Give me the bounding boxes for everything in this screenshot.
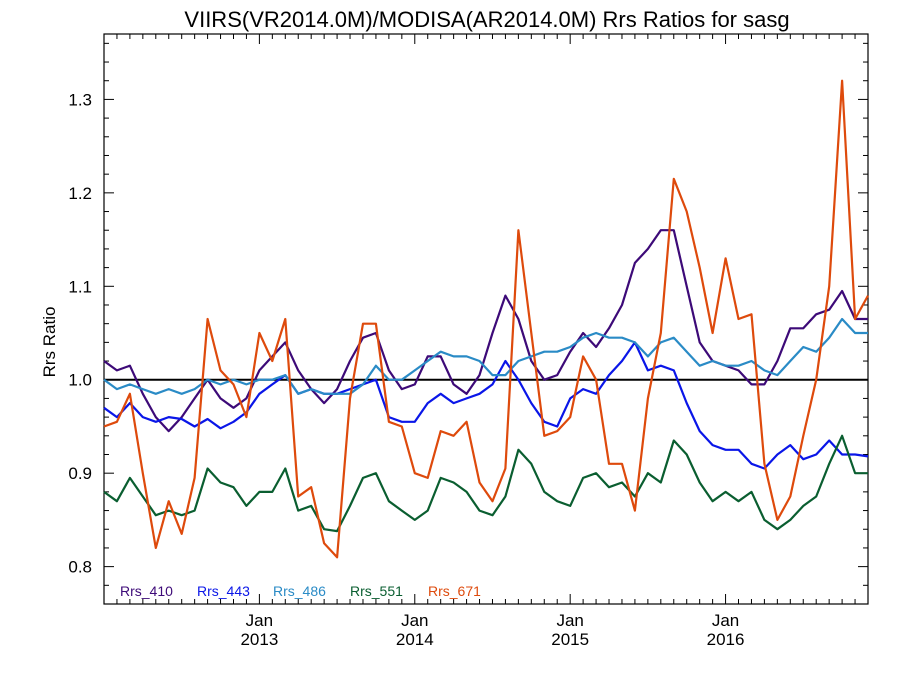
x-tick-label-month: Jan — [712, 611, 739, 630]
y-tick-label: 0.9 — [68, 464, 92, 483]
x-tick-label-month: Jan — [401, 611, 428, 630]
legend-entry-rrs-410: Rrs_410 — [120, 583, 173, 599]
plot-frame — [103, 33, 869, 605]
y-tick-label: 0.8 — [68, 558, 92, 577]
x-tick-label-year: 2015 — [551, 630, 589, 649]
series-line-rrs-443 — [103, 341, 869, 470]
series-line-rrs-410 — [103, 229, 868, 433]
y-tick-label: 1.3 — [68, 90, 92, 109]
x-tick-label-month: Jan — [246, 611, 273, 630]
series-line-rrs-671 — [103, 79, 869, 559]
y-tick-label: 1.2 — [68, 184, 92, 203]
x-tick-label-month: Jan — [556, 611, 583, 630]
legend-entry-rrs-551: Rrs_551 — [350, 583, 403, 599]
x-tick-label-year: 2013 — [240, 630, 278, 649]
chart-title: VIIRS(VR2014.0M)/MODISA(AR2014.0M) Rrs R… — [184, 7, 789, 32]
legend-entry-rrs-443: Rrs_443 — [197, 583, 250, 599]
y-tick-label: 1.0 — [68, 371, 92, 390]
y-tick-label: 1.1 — [68, 277, 92, 296]
legend-entry-rrs-486: Rrs_486 — [273, 583, 326, 599]
x-tick-label-year: 2016 — [707, 630, 745, 649]
legend-entry-rrs-671: Rrs_671 — [428, 583, 481, 599]
y-axis-label: Rrs Ratio — [40, 307, 59, 378]
x-tick-label-year: 2014 — [396, 630, 434, 649]
series-line-rrs-551 — [103, 434, 868, 533]
